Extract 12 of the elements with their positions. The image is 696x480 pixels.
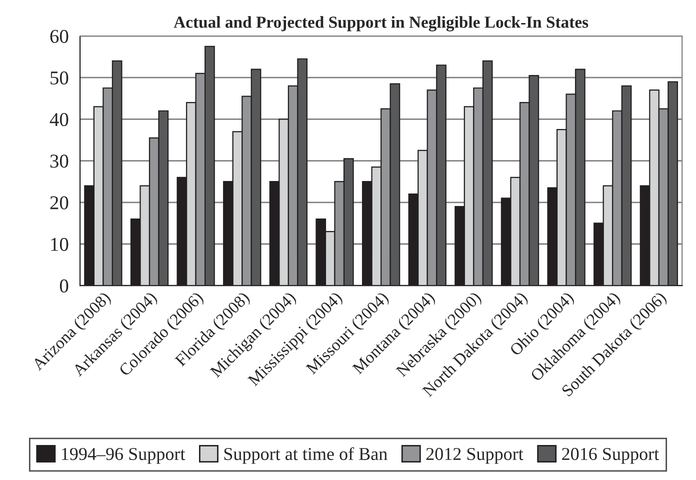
y-tick-label: 20 xyxy=(50,196,68,210)
chart-title: Actual and Projected Support in Negligible Lock-In States xyxy=(174,16,588,32)
y-tick-label: 50 xyxy=(50,71,68,85)
legend-label: 2012 Support xyxy=(426,448,524,464)
legend-label: Support at time of Ban xyxy=(224,447,388,464)
y-tick-label: 40 xyxy=(50,113,68,126)
legend-label: 1994–96 Support xyxy=(62,448,186,464)
y-tick-label: 60 xyxy=(50,30,68,43)
y-tick-label: 10 xyxy=(51,238,68,251)
legend-label: 2016 Support xyxy=(562,448,659,464)
y-tick-label: 0 xyxy=(60,279,68,293)
y-tick-label: 30 xyxy=(50,154,68,168)
